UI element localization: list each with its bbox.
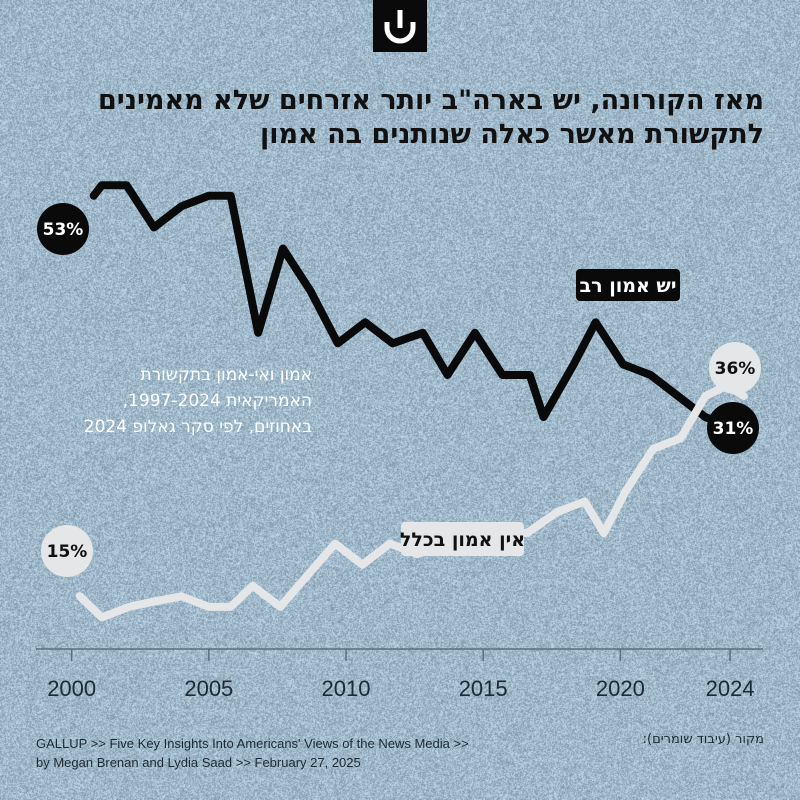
trust-end-label: 31% <box>707 402 759 454</box>
no-trust-start-label: 15% <box>41 525 93 577</box>
description-line-2: האמריקאית 1997-2024, <box>12 388 312 414</box>
no-trust-start-label-text: 15% <box>47 542 88 562</box>
x-tick-label: 2020 <box>596 676 645 701</box>
trust-start-label: 53% <box>37 203 89 255</box>
chart-description: אמון ואי-אמון בתקשורת האמריקאית 1997-202… <box>12 362 312 440</box>
source-citation: GALLUP >> Five Key Insights Into America… <box>36 734 469 772</box>
description-line-1: אמון ואי-אמון בתקשורת <box>12 362 312 388</box>
x-tick-label: 2010 <box>322 676 371 701</box>
source-line-1: GALLUP >> Five Key Insights Into America… <box>36 734 469 753</box>
trust-series-label: יש אמון רב <box>576 269 680 301</box>
no-trust-series-label: אין אמון בכלל <box>400 522 525 556</box>
no-trust-series-label-text: אין אמון בכלל <box>400 529 525 551</box>
trust-series-label-text: יש אמון רב <box>580 275 677 297</box>
x-tick-label: 2005 <box>184 676 233 701</box>
description-line-3: באחוזים, לפי סקר גאלופ 2024 <box>12 414 312 440</box>
no-trust-end-label-text: 36% <box>715 359 756 379</box>
x-tick-label: 2024 <box>706 676 755 701</box>
source-line-2: by Megan Brenan and Lydia Saad >> Februa… <box>36 753 469 772</box>
x-tick-label: 2000 <box>47 676 96 701</box>
no-trust-end-label: 36% <box>709 342 761 394</box>
trust-start-label-text: 53% <box>43 220 84 240</box>
x-tick-label: 2015 <box>459 676 508 701</box>
trust-end-label-text: 31% <box>713 419 754 439</box>
source-label: מקור (עיבוד שומרים): <box>643 732 764 747</box>
infographic: מאז הקורונה, יש בארה"ב יותר אזרחים שלא מ… <box>0 0 800 800</box>
